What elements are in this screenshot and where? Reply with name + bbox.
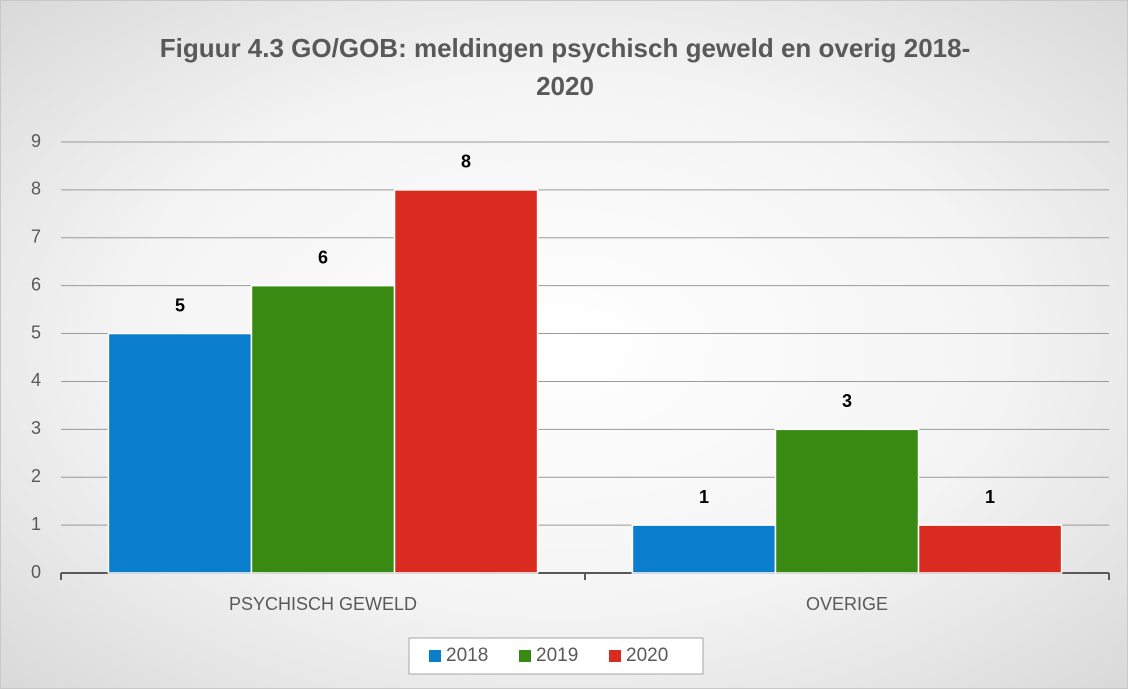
legend-swatch — [429, 650, 441, 662]
bar — [917, 524, 1063, 574]
bar — [250, 284, 396, 574]
legend-swatch — [519, 650, 531, 662]
y-tick-label: 0 — [31, 562, 41, 582]
y-tick-label: 4 — [31, 370, 41, 390]
data-label: 1 — [699, 487, 709, 507]
y-tick-label: 1 — [31, 514, 41, 534]
data-label: 1 — [985, 487, 995, 507]
bar — [774, 428, 920, 574]
bar — [107, 332, 253, 574]
bar — [393, 189, 539, 574]
legend-swatch — [609, 650, 621, 662]
legend-label: 2019 — [536, 645, 578, 666]
x-tick-label: OVERIGE — [806, 594, 888, 614]
x-tick-label: PSYCHISCH GEWELD — [229, 594, 417, 614]
y-tick-label: 3 — [31, 418, 41, 438]
bar — [631, 524, 777, 574]
y-tick-label: 6 — [31, 274, 41, 294]
chart-title: Figuur 4.3 GO/GOB: meldingen psychisch g… — [159, 33, 971, 101]
data-label: 3 — [842, 391, 852, 411]
data-label: 8 — [461, 152, 471, 172]
legend-label: 2020 — [626, 645, 668, 666]
y-tick-label: 9 — [31, 131, 41, 151]
data-label: 5 — [175, 295, 185, 315]
y-tick-label: 8 — [31, 179, 41, 199]
legend-label: 2018 — [446, 645, 488, 666]
y-tick-label: 2 — [31, 466, 41, 486]
legend-box — [408, 637, 704, 675]
data-label: 6 — [318, 247, 328, 267]
y-tick-label: 5 — [31, 322, 41, 342]
y-tick-label: 7 — [31, 227, 41, 247]
